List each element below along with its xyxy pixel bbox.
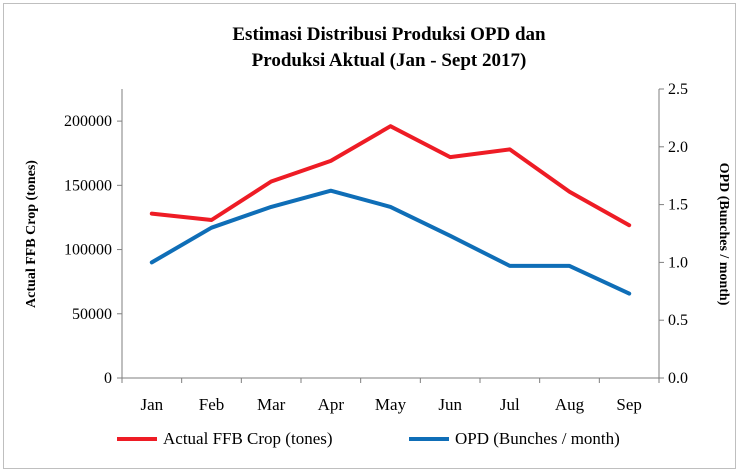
series-2-point: [627, 292, 631, 296]
x-axis-tick-label: Sep: [616, 395, 642, 414]
chart-svg: Estimasi Distribusi Produksi OPD dan Pro…: [24, 24, 731, 448]
x-axis-tick-label: Aug: [555, 395, 585, 414]
chart-title: Estimasi Distribusi Produksi OPD dan Pro…: [232, 24, 546, 71]
series-1-point: [269, 179, 273, 183]
x-axis-tick-label: Jan: [140, 395, 163, 414]
x-axis-tick-label: May: [375, 395, 407, 414]
left-axis-tick-label: 100000: [64, 242, 112, 259]
legend: Actual FFB Crop (tones) OPD (Bunches / mo…: [117, 429, 620, 448]
x-axis-tick-label: Feb: [199, 395, 225, 414]
legend-label-1: Actual FFB Crop (tones): [163, 429, 333, 448]
chart-title-line-1: Estimasi Distribusi Produksi OPD dan: [232, 24, 546, 45]
series-2-point: [150, 260, 154, 264]
x-axis-tick-label: Apr: [318, 395, 345, 414]
series-2-point: [568, 264, 571, 268]
legend-label-2: OPD (Bunches / month): [455, 429, 620, 448]
x-axis-tick-label: Mar: [257, 395, 286, 414]
axes: 0 50000 100000 150000 200000 0.0 0.5 1.0 1.5 2.0 2…: [64, 81, 688, 414]
chart-title-line-2: Produksi Aktual (Jan - Sept 2017): [252, 50, 527, 71]
x-axis-tick-label: Jul: [500, 395, 520, 414]
series-line-1: [149, 124, 632, 228]
series-1-point: [150, 212, 154, 216]
series-2-point: [508, 264, 512, 268]
right-axis-tick-label: 2.5: [668, 81, 688, 98]
right-axis-tick-label: 2.0: [668, 139, 688, 156]
left-axis-tick-label: 50000: [72, 306, 112, 323]
series-2-point: [269, 205, 273, 209]
left-axis-tick-label: 150000: [64, 177, 112, 194]
right-axis-label: OPD (Bunches / month): [716, 163, 731, 306]
series-1-point: [627, 223, 631, 227]
series-2-point: [210, 226, 213, 230]
series-1-point: [448, 155, 452, 159]
series-1-point: [508, 147, 512, 151]
right-axis-tick-label: 0.5: [668, 312, 688, 329]
series-2-point: [329, 189, 333, 193]
left-axis-label: Actual FFB Crop (tones): [24, 160, 39, 308]
right-axis-tick-label: 1.5: [668, 197, 688, 214]
x-axis-tick-label: Jun: [438, 395, 462, 414]
left-axis-tick-label: 200000: [64, 113, 112, 130]
right-axis-tick-label: 0.0: [668, 370, 688, 387]
series-1-point: [210, 218, 213, 222]
chart-frame: Estimasi Distribusi Produksi OPD dan Pro…: [3, 3, 736, 469]
series-2-point: [389, 205, 392, 209]
series-2-point: [448, 234, 452, 238]
series-1-point: [389, 124, 392, 128]
right-axis-tick-label: 1.0: [668, 254, 688, 271]
series-1-point: [568, 190, 571, 194]
left-axis-tick-label: 0: [104, 370, 112, 387]
series-1-point: [329, 159, 333, 163]
series-layer: [149, 124, 632, 296]
